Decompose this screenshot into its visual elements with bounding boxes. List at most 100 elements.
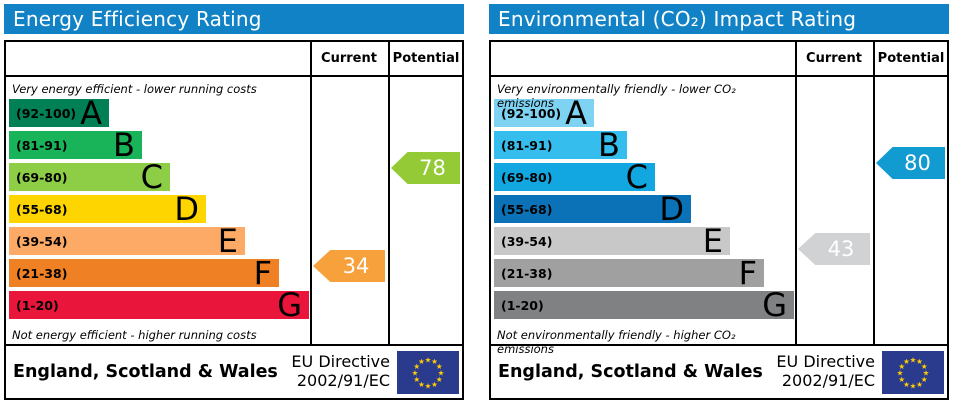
band-letter: C <box>140 158 163 196</box>
current-rating-value: 43 <box>827 237 855 261</box>
band-range: (55-68) <box>16 201 68 217</box>
top-caption: Very energy efficient - lower running co… <box>12 82 257 96</box>
band-letter: A <box>565 94 587 132</box>
svg-text:★: ★ <box>431 357 438 366</box>
band-range: (39-54) <box>501 233 553 249</box>
band-letter: B <box>598 126 620 164</box>
band-f: (21-38) F <box>494 254 764 292</box>
energy-efficiency-title: Energy Efficiency Rating <box>4 4 464 34</box>
current-rating-arrow: 43 <box>798 233 870 265</box>
column-divider <box>795 42 797 344</box>
current-rating-value: 34 <box>342 254 370 278</box>
svg-text:★: ★ <box>897 368 904 377</box>
region-label: England, Scotland & Wales <box>498 362 763 382</box>
svg-text:★: ★ <box>412 368 419 377</box>
band-g: (1-20) G <box>9 286 309 324</box>
column-header-row: Current Potential <box>6 42 462 77</box>
band-range: (21-38) <box>16 265 68 281</box>
environmental-impact-panel: Environmental (CO₂) Impact Rating Curren… <box>489 4 949 400</box>
svg-text:★: ★ <box>921 362 928 371</box>
band-letter: B <box>113 126 135 164</box>
top-caption: Very environmentally friendly - lower CO… <box>497 82 736 110</box>
eu-flag-icon: ★ ★★ ★★★ ★★★ ★★★ <box>397 350 459 394</box>
band-c: (69-80) C <box>494 158 655 196</box>
band-d: (55-68) D <box>494 190 691 228</box>
band-letter: C <box>625 158 648 196</box>
potential-column-header: Potential <box>877 51 945 66</box>
svg-text:★: ★ <box>425 381 432 390</box>
band-range: (92-100) <box>16 105 77 121</box>
svg-text:★: ★ <box>916 357 923 366</box>
potential-rating-value: 78 <box>419 156 446 180</box>
column-divider <box>388 42 390 344</box>
current-rating-arrow: 34 <box>313 250 385 282</box>
band-range: (69-80) <box>501 169 553 185</box>
band-g: (1-20) G <box>494 286 794 324</box>
svg-text:★: ★ <box>910 381 917 390</box>
band-letter: E <box>702 222 723 260</box>
svg-text:★: ★ <box>916 379 923 388</box>
band-f: (21-38) F <box>9 254 279 292</box>
current-column-header: Current <box>321 51 377 66</box>
band-letter: F <box>253 254 272 292</box>
band-range: (1-20) <box>501 297 544 313</box>
band-letter: E <box>217 222 238 260</box>
rating-bands: (92-100) A (81-91) B (69-80) C (55-68) D (39… <box>494 94 947 324</box>
potential-column-header: Potential <box>392 51 460 66</box>
svg-text:★: ★ <box>898 362 905 371</box>
column-divider <box>310 42 312 344</box>
current-column-header: Current <box>806 51 862 66</box>
svg-text:★: ★ <box>436 375 443 384</box>
environmental-impact-title: Environmental (CO₂) Impact Rating <box>489 4 949 34</box>
region-label: England, Scotland & Wales <box>13 362 278 382</box>
panel-footer: England, Scotland & Wales EU Directive 2… <box>489 344 949 400</box>
svg-text:★: ★ <box>903 379 910 388</box>
svg-text:★: ★ <box>923 368 930 377</box>
eu-directive-label: EU Directive 2002/91/EC <box>776 352 875 390</box>
band-range: (21-38) <box>501 265 553 281</box>
energy-rating-table: Current Potential Very energy efficient … <box>4 40 464 346</box>
svg-text:★: ★ <box>921 375 928 384</box>
potential-rating-arrow: 78 <box>391 152 460 184</box>
svg-text:★: ★ <box>438 368 445 377</box>
band-letter: G <box>277 286 302 324</box>
band-range: (55-68) <box>501 201 553 217</box>
bottom-caption: Not energy efficient - higher running co… <box>12 328 257 342</box>
band-range: (69-80) <box>16 169 68 185</box>
bottom-caption: Not environmentally friendly - higher CO… <box>497 328 736 356</box>
band-range: (81-91) <box>501 137 553 153</box>
band-range: (81-91) <box>16 137 68 153</box>
band-c: (69-80) C <box>9 158 170 196</box>
svg-text:★: ★ <box>413 375 420 384</box>
band-b: (81-91) B <box>494 126 627 164</box>
rating-bands: (92-100) A (81-91) B (69-80) C (55-68) D (39… <box>9 97 462 324</box>
svg-text:★: ★ <box>413 362 420 371</box>
svg-text:★: ★ <box>418 357 425 366</box>
band-range: (39-54) <box>16 233 68 249</box>
band-range: (1-20) <box>16 297 59 313</box>
band-range: (92-100) <box>501 105 562 121</box>
potential-rating-value: 80 <box>904 151 931 175</box>
band-e: (39-54) E <box>9 222 245 260</box>
svg-text:★: ★ <box>418 379 425 388</box>
svg-text:★: ★ <box>436 362 443 371</box>
band-letter: G <box>762 286 787 324</box>
potential-rating-arrow: 80 <box>876 147 945 179</box>
column-header-row: Current Potential <box>491 42 947 77</box>
band-a: (92-100) A <box>494 94 594 132</box>
svg-text:★: ★ <box>910 355 917 364</box>
panel-footer: England, Scotland & Wales EU Directive 2… <box>4 344 464 400</box>
environmental-rating-table: Current Potential Very environmentally f… <box>489 40 949 356</box>
band-b: (81-91) B <box>9 126 142 164</box>
band-a: (92-100) A <box>9 97 109 129</box>
band-letter: F <box>738 254 757 292</box>
band-letter: D <box>174 190 199 228</box>
svg-text:★: ★ <box>898 375 905 384</box>
svg-text:★: ★ <box>425 355 432 364</box>
energy-efficiency-panel: Energy Efficiency Rating Current Potenti… <box>4 4 464 400</box>
svg-text:★: ★ <box>431 379 438 388</box>
svg-text:★: ★ <box>903 357 910 366</box>
band-letter: D <box>659 190 684 228</box>
band-e: (39-54) E <box>494 222 730 260</box>
